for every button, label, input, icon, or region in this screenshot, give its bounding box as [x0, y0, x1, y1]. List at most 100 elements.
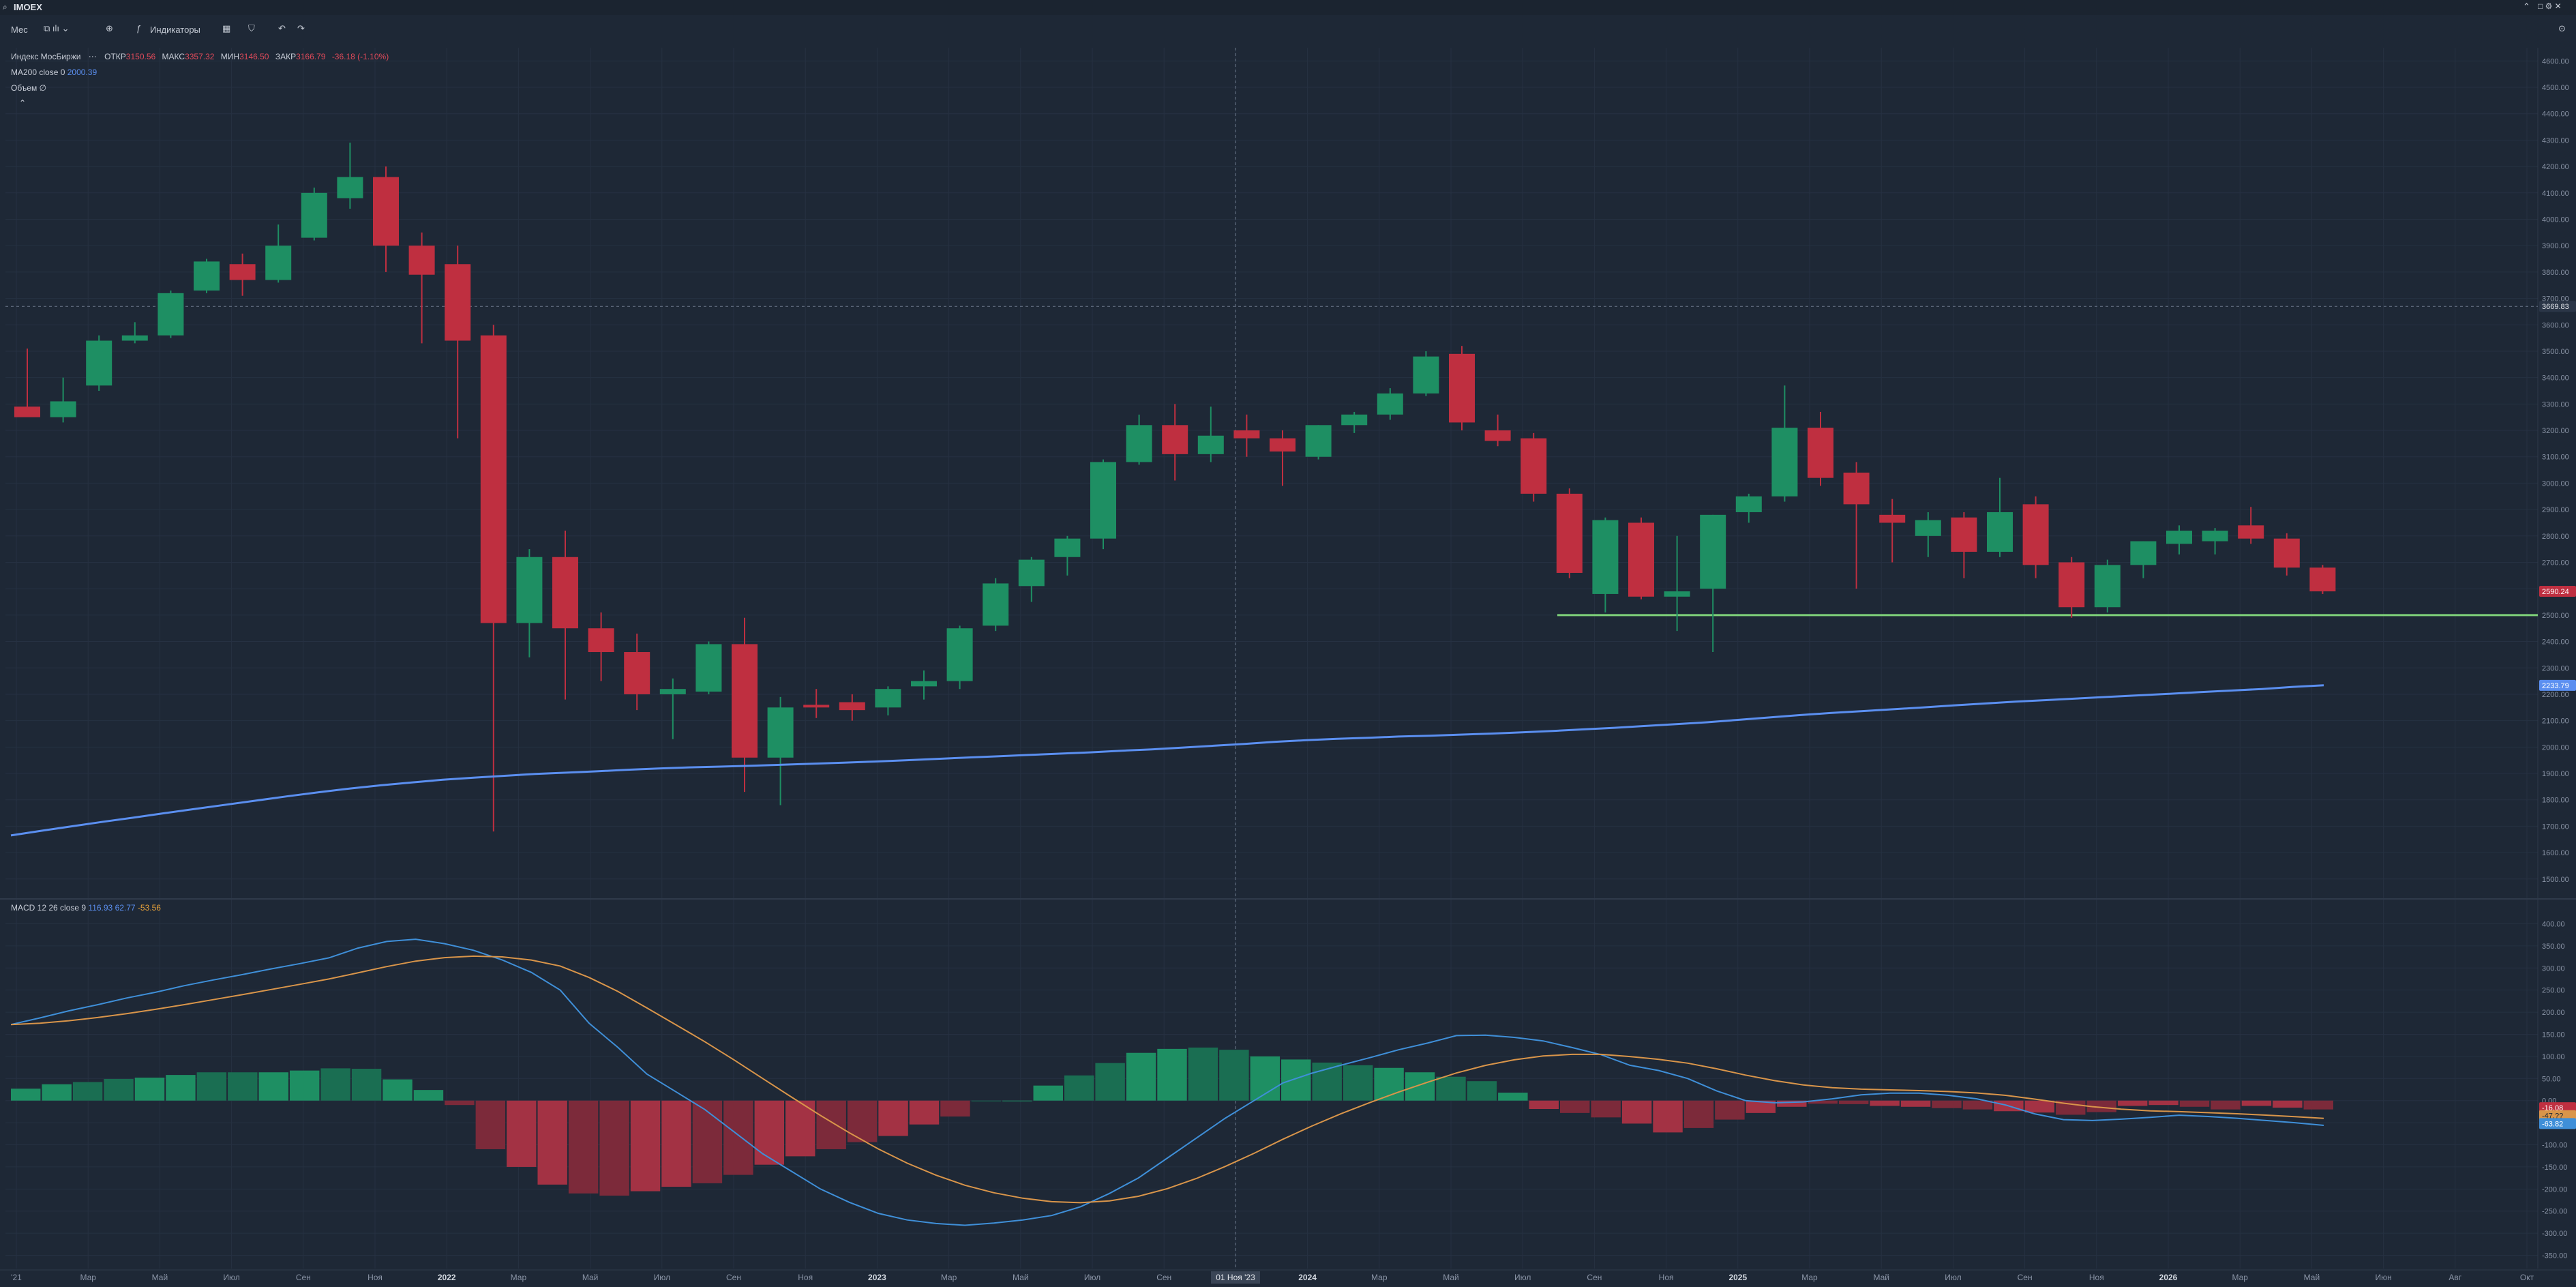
time-tick-label: Сен	[1156, 1273, 1171, 1282]
macd-bar	[723, 1100, 753, 1175]
macd-bar	[1870, 1100, 1900, 1106]
open-value: 3150.56	[125, 52, 156, 61]
macd-bar	[11, 1089, 41, 1101]
candle-body	[1090, 462, 1116, 539]
candle	[1771, 385, 1798, 502]
macd-tick-label: -250.00	[2542, 1208, 2567, 1216]
candle-body	[1305, 425, 1332, 457]
candle-body	[2058, 562, 2085, 608]
candle	[1700, 514, 1726, 653]
search-icon[interactable]: ⌕	[3, 2, 8, 12]
candle	[983, 578, 1009, 632]
layout-grid-icon[interactable]: ▦	[222, 23, 231, 33]
candle-body	[1951, 517, 1977, 552]
candle	[1233, 414, 1260, 457]
candle-body	[946, 628, 973, 681]
price-tick-label: 3400.00	[2542, 374, 2569, 383]
candle-body	[624, 652, 650, 694]
legend-collapse[interactable]: ⌃	[19, 98, 26, 108]
symbol-name[interactable]: IMOEX	[14, 2, 42, 12]
macd-bar	[42, 1084, 72, 1101]
undo-icon[interactable]: ↶	[278, 23, 286, 33]
macd-tick-label: 300.00	[2542, 964, 2565, 973]
candle	[1556, 488, 1583, 578]
low-label: МИН	[220, 52, 240, 61]
candle	[1843, 462, 1870, 589]
macd-bar	[1715, 1100, 1745, 1120]
macd-bar	[661, 1100, 691, 1187]
candle	[408, 232, 435, 344]
macd-bar	[351, 1069, 382, 1101]
window-controls-icon[interactable]: □ ⚙ ✕	[2538, 1, 2562, 11]
time-tick-label: Июл	[1945, 1273, 1961, 1282]
candle	[2022, 496, 2049, 578]
candle-body	[1915, 520, 1941, 536]
price-tick-label: 4200.00	[2542, 163, 2569, 171]
candle	[911, 670, 937, 700]
indicators-icon[interactable]: ƒ	[136, 23, 142, 33]
ma200-line	[10, 684, 2324, 837]
price-tick-label: 3200.00	[2542, 427, 2569, 435]
time-tick-label: Сен	[296, 1273, 311, 1282]
price-tick-label: 3100.00	[2542, 454, 2569, 462]
interval-selector[interactable]: Мес	[11, 25, 28, 35]
macd-bar	[320, 1068, 350, 1101]
time-tick-label: Май	[1013, 1273, 1029, 1282]
redo-icon[interactable]: ↷	[297, 23, 305, 33]
macd-bar	[630, 1100, 661, 1192]
macd-bar	[1529, 1100, 1559, 1110]
macd-bar	[692, 1100, 723, 1183]
candle	[1126, 414, 1152, 465]
macd-bar	[1095, 1063, 1125, 1101]
time-tick-label: 2025	[1728, 1273, 1747, 1282]
candle-body	[480, 335, 507, 623]
candle	[373, 166, 399, 272]
indicators-button[interactable]: Индикаторы	[150, 25, 200, 35]
candle	[86, 335, 113, 391]
time-tick-label: Мар	[80, 1273, 96, 1282]
candle	[732, 617, 758, 793]
macd-tick-label: 150.00	[2542, 1031, 2565, 1039]
candle-body	[2166, 531, 2192, 544]
chart-type-icon[interactable]: ⧉ ılı ⌄	[44, 23, 70, 33]
candle-body	[1054, 538, 1081, 557]
alert-icon[interactable]: ⛉	[248, 23, 255, 33]
time-tick-label: Ноя	[368, 1273, 383, 1282]
macd-bar	[1126, 1052, 1156, 1101]
candle-body	[552, 557, 578, 629]
candle	[2238, 507, 2264, 544]
candle	[480, 325, 507, 832]
candle	[1915, 512, 1941, 557]
candle-body	[1521, 438, 1547, 494]
candle	[659, 678, 686, 739]
price-tick-label: 2800.00	[2542, 533, 2569, 541]
macd-bar	[1621, 1100, 1652, 1124]
volume-legend: Объем ∅	[11, 83, 46, 93]
candle-body	[1341, 414, 1368, 426]
macd-hist-value: 116.93	[88, 903, 113, 913]
collapse-icon[interactable]: ⌃	[2523, 1, 2530, 12]
legend-options-icon[interactable]: ⋯	[88, 52, 97, 61]
price-tick-label: 3900.00	[2542, 242, 2569, 250]
time-tick-label: Мар	[941, 1273, 957, 1282]
macd-bar	[1777, 1100, 1807, 1107]
time-tick-label: Июл	[1514, 1273, 1531, 1282]
high-value: 3357.32	[185, 52, 215, 61]
candle	[229, 253, 256, 296]
candle	[1270, 430, 1296, 486]
ma-legend: MA200 close 0 2000.39	[11, 68, 97, 77]
candle-body	[983, 583, 1009, 626]
camera-icon[interactable]: ⊙	[2558, 23, 2566, 33]
macd-bar	[1405, 1072, 1435, 1101]
macd-bar	[104, 1078, 134, 1101]
macd-bar	[1033, 1085, 1063, 1101]
candle	[1987, 477, 2013, 557]
time-tick-label: Мар	[2232, 1273, 2248, 1282]
macd-bar	[1746, 1100, 1776, 1113]
add-compare-icon[interactable]: ⊕	[106, 23, 113, 33]
chevron-up-icon[interactable]: ⌃	[19, 98, 27, 108]
macd-bar	[228, 1072, 258, 1101]
candle-body	[1484, 430, 1511, 441]
price-tick-label: 3500.00	[2542, 348, 2569, 356]
